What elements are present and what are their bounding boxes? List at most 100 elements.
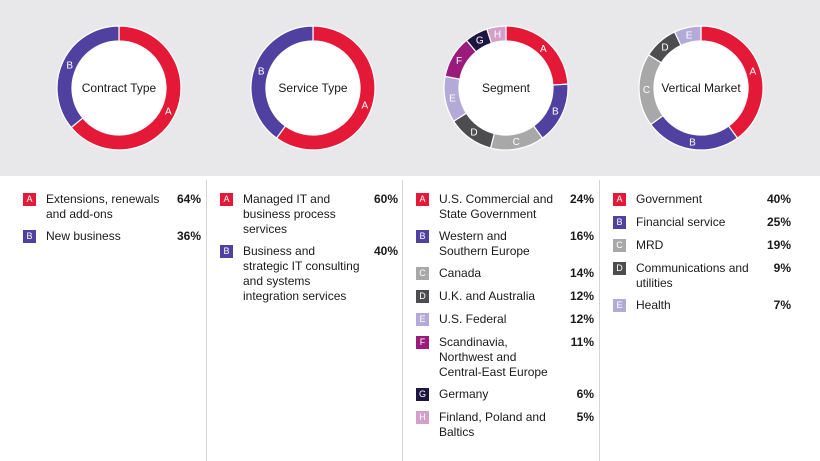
donut-svg: A B C D E Vertical Market [638, 25, 764, 151]
legend-item: E U.S. Federal 12% [416, 312, 594, 328]
donut-slice-label: A [361, 100, 368, 111]
donut-slice-label: D [470, 128, 477, 139]
legend-percent: 12% [569, 289, 594, 303]
legend-badge: B [613, 216, 626, 229]
legend-percent: 6% [576, 387, 594, 401]
legend-item: A U.S. Commercial and State Government 24% [416, 192, 594, 222]
legend-service-type: A Managed IT and business process service… [220, 192, 398, 311]
legend-item: C MRD 19% [613, 238, 791, 254]
donut-svg: A B Contract Type [56, 25, 182, 151]
donut-slice-label: H [494, 30, 501, 41]
chart-title: Contract Type [82, 81, 157, 95]
legend-percent: 9% [773, 261, 791, 275]
legend-label: Health [636, 298, 671, 312]
donut-slice-label: B [689, 137, 696, 148]
donut-slice-label: B [258, 67, 265, 78]
chart-title: Service Type [278, 81, 347, 95]
legend-item: E Health 7% [613, 298, 791, 314]
donut-slice-label: C [643, 85, 650, 96]
donut-slice-h [486, 25, 507, 45]
legend-badge: B [220, 245, 233, 258]
legend-badge: A [23, 193, 36, 206]
legend-percent: 64% [176, 192, 201, 206]
donut-slice-b [250, 25, 314, 139]
legend-percent: 11% [570, 335, 594, 349]
legend-badge: C [613, 239, 626, 252]
legend-percent: 12% [569, 312, 594, 326]
legend-label: Extensions, renewals and add-ons [46, 192, 160, 221]
legend-label: MRD [636, 238, 664, 252]
legend-item: A Extensions, renewals and add-ons 64% [23, 192, 201, 222]
legend-percent: 40% [373, 244, 398, 258]
donut-hole [266, 41, 360, 135]
legend-item: F Scandinavia, Northwest and Central-East… [416, 335, 594, 380]
donut-hole [654, 41, 748, 135]
donut-chart-service-type: A B Service Type [243, 18, 383, 158]
donut-svg: A B Service Type [250, 25, 376, 151]
legend-badge: C [416, 267, 429, 280]
legend-item: A Managed IT and business process service… [220, 192, 398, 237]
legend-label: Financial service [636, 215, 726, 229]
legend-badge: D [416, 290, 429, 303]
legend-item: G Germany 6% [416, 387, 594, 403]
donut-chart-vertical-market: A B C D E Vertical Market [631, 18, 771, 158]
legend-label: New business [46, 229, 121, 243]
donut-slice-label: A [540, 44, 547, 55]
legend-label: U.K. and Australia [439, 289, 536, 303]
donut-slice-e [673, 25, 702, 47]
legend-item: B Western and Southern Europe 16% [416, 229, 594, 259]
legend-badge: E [613, 299, 626, 312]
legend-contract-type: A Extensions, renewals and add-ons 64% B New… [23, 192, 201, 252]
donut-slice-label: F [456, 56, 462, 67]
legend-percent: 19% [766, 238, 791, 252]
column-divider [599, 180, 600, 461]
legend-percent: 60% [373, 192, 398, 206]
chart-title: Vertical Market [661, 81, 741, 95]
legend-label: Managed IT and business process services [243, 192, 336, 236]
legend-badge: F [416, 336, 429, 349]
legend-item: D U.K. and Australia 12% [416, 289, 594, 305]
legend-badge: B [416, 230, 429, 243]
legend-badge: D [613, 262, 626, 275]
legend-percent: 14% [569, 266, 594, 280]
chart-title: Segment [482, 81, 531, 95]
legend-label: Germany [439, 387, 489, 401]
legend-label: Government [636, 192, 703, 206]
donut-chart-segment: A B C D E F G H Segment [436, 18, 576, 158]
legend-item: B Financial service 25% [613, 215, 791, 231]
donut-slice-label: E [449, 94, 456, 105]
legend-badge: G [416, 388, 429, 401]
donut-svg: A B C D E F GH Segment [443, 25, 569, 151]
legend-badge: B [23, 230, 36, 243]
legend-percent: 16% [569, 229, 594, 243]
legend-label: Canada [439, 266, 482, 280]
donut-slice-label: G [476, 36, 484, 47]
legend-label: U.S. Commercial and State Government [439, 192, 554, 221]
legend-percent: 5% [576, 410, 594, 424]
donut-slice-label: A [165, 107, 172, 118]
donut-chart-contract-type: A B Contract Type [49, 18, 189, 158]
donut-slice-label: D [661, 43, 668, 54]
legend-label: Communications and utilities [636, 261, 749, 290]
legend-item: B Business and strategic IT consulting an… [220, 244, 398, 304]
legend-badge: A [613, 193, 626, 206]
donut-hole [459, 41, 553, 135]
donut-slice-b [56, 25, 120, 129]
donut-slice-label: E [686, 30, 693, 41]
legend-percent: 7% [773, 298, 791, 312]
legend-badge: A [220, 193, 233, 206]
legend-percent: 24% [569, 192, 594, 206]
donut-hole [72, 41, 166, 135]
donut-slice-label: A [749, 67, 756, 78]
legend-label: Business and strategic IT consulting and… [243, 244, 360, 303]
legend-label: Finland, Poland and Baltics [439, 410, 546, 439]
column-divider [206, 180, 207, 461]
legend-label: Scandinavia, Northwest and Central-East … [439, 335, 548, 379]
legend-item: A Government 40% [613, 192, 791, 208]
legend-label: Western and Southern Europe [439, 229, 530, 258]
legend-item: C Canada 14% [416, 266, 594, 282]
column-divider [402, 180, 403, 461]
legend-item: B New business 36% [23, 229, 201, 245]
legend-badge: A [416, 193, 429, 206]
legend-percent: 40% [766, 192, 791, 206]
